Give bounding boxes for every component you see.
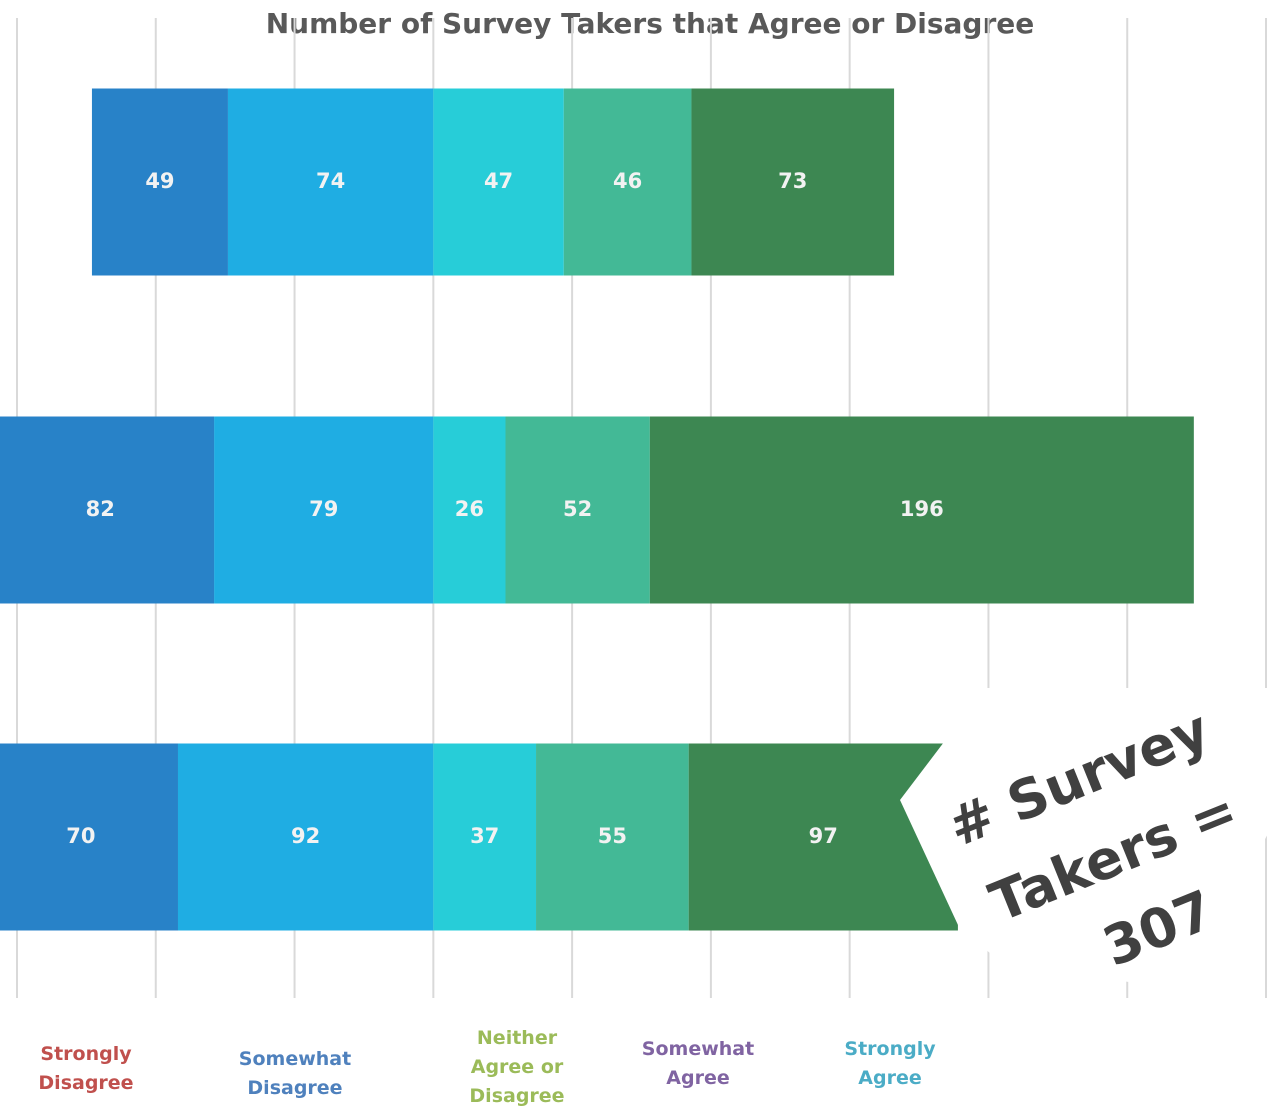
data-label: 196 xyxy=(900,497,944,521)
bar-segment xyxy=(433,416,506,604)
bar-segment xyxy=(536,743,689,931)
data-label: 46 xyxy=(613,169,642,193)
bar-segment xyxy=(433,743,537,931)
data-label: 52 xyxy=(563,497,592,521)
bar-segment xyxy=(227,88,434,276)
data-label: 97 xyxy=(809,824,838,848)
data-label: 73 xyxy=(778,169,807,193)
data-label: 74 xyxy=(316,169,345,193)
bar-segment xyxy=(0,743,178,931)
bar-segment xyxy=(563,88,692,276)
bar-segment xyxy=(691,88,895,276)
data-label: 55 xyxy=(598,824,627,848)
bar-segment xyxy=(505,416,650,604)
annotation-box xyxy=(900,688,1269,990)
legend-label: Somewhat Agree xyxy=(641,1038,755,1089)
data-label: 49 xyxy=(145,169,174,193)
chart-title: Number of Survey Takers that Agree or Di… xyxy=(266,7,1035,40)
bar-segment xyxy=(0,416,215,604)
bar-segment xyxy=(649,416,1194,604)
data-label: 92 xyxy=(291,824,320,848)
bar-segment xyxy=(433,88,564,276)
data-label: 26 xyxy=(455,497,484,521)
legend-label: Somewhat Disagree xyxy=(238,1048,352,1099)
legend-label: Strongly Agree xyxy=(844,1038,936,1089)
data-label: 37 xyxy=(470,824,499,848)
data-label: 82 xyxy=(86,497,115,521)
legend-label: Strongly Disagree xyxy=(38,1043,134,1094)
data-label: 79 xyxy=(309,497,338,521)
data-label: 47 xyxy=(484,169,513,193)
bar-segment xyxy=(688,743,958,931)
data-label: 70 xyxy=(66,824,95,848)
bar-segment xyxy=(214,416,434,604)
legend-label: Neither Agree or Disagree xyxy=(469,1027,565,1106)
bar-segment xyxy=(91,88,228,276)
bar-segment xyxy=(177,743,434,931)
